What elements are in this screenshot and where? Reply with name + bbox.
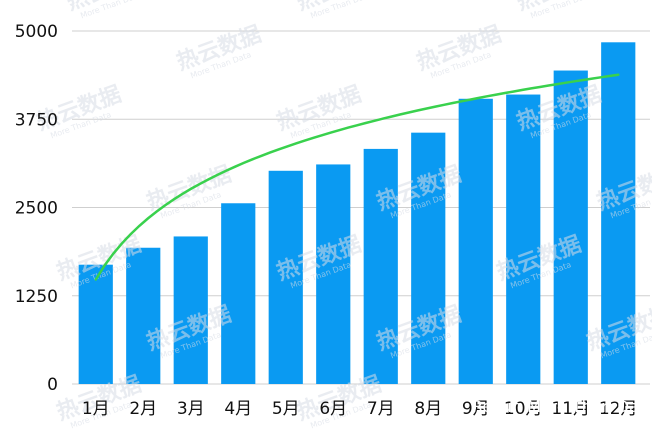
bar bbox=[601, 42, 636, 385]
x-tick-label: 12月 bbox=[599, 399, 638, 419]
x-axis-tick-labels: 1月 2月 3月 4月 5月 6月 7月 8月 9月 10月 11月 12月 bbox=[82, 399, 638, 419]
bar bbox=[173, 236, 208, 384]
x-tick-label: 1月 bbox=[82, 399, 110, 419]
x-tick-label: 3月 bbox=[177, 399, 205, 419]
x-tick-label: 8月 bbox=[414, 399, 442, 419]
x-tick-label: 10月 bbox=[504, 399, 543, 419]
y-axis-tick-labels: 0 1250 2500 3750 5000 bbox=[15, 22, 58, 395]
bar bbox=[411, 132, 446, 384]
bar bbox=[506, 94, 541, 384]
bar bbox=[126, 247, 161, 384]
x-tick-label: 6月 bbox=[319, 399, 347, 419]
trend-line bbox=[94, 73, 620, 281]
bar bbox=[458, 98, 493, 384]
y-tick-label: 0 bbox=[47, 375, 58, 395]
bar bbox=[363, 148, 398, 384]
y-tick-label: 5000 bbox=[15, 22, 58, 42]
x-tick-label: 4月 bbox=[224, 399, 252, 419]
bar bbox=[268, 170, 303, 384]
bar bbox=[78, 264, 113, 384]
y-tick-label: 1250 bbox=[15, 287, 58, 307]
bars bbox=[78, 42, 636, 385]
y-tick-label: 3750 bbox=[15, 110, 58, 130]
bar bbox=[553, 70, 588, 384]
credit-text: Reyun More Than Data bbox=[472, 397, 652, 416]
bar bbox=[221, 203, 256, 384]
x-tick-label: 11月 bbox=[551, 399, 590, 419]
bar bbox=[316, 164, 351, 384]
x-tick-label: 9月 bbox=[462, 399, 490, 419]
x-tick-label: 2月 bbox=[129, 399, 157, 419]
x-tick-label: 7月 bbox=[367, 399, 395, 419]
x-tick-label: 5月 bbox=[272, 399, 300, 419]
y-tick-label: 2500 bbox=[15, 199, 58, 219]
